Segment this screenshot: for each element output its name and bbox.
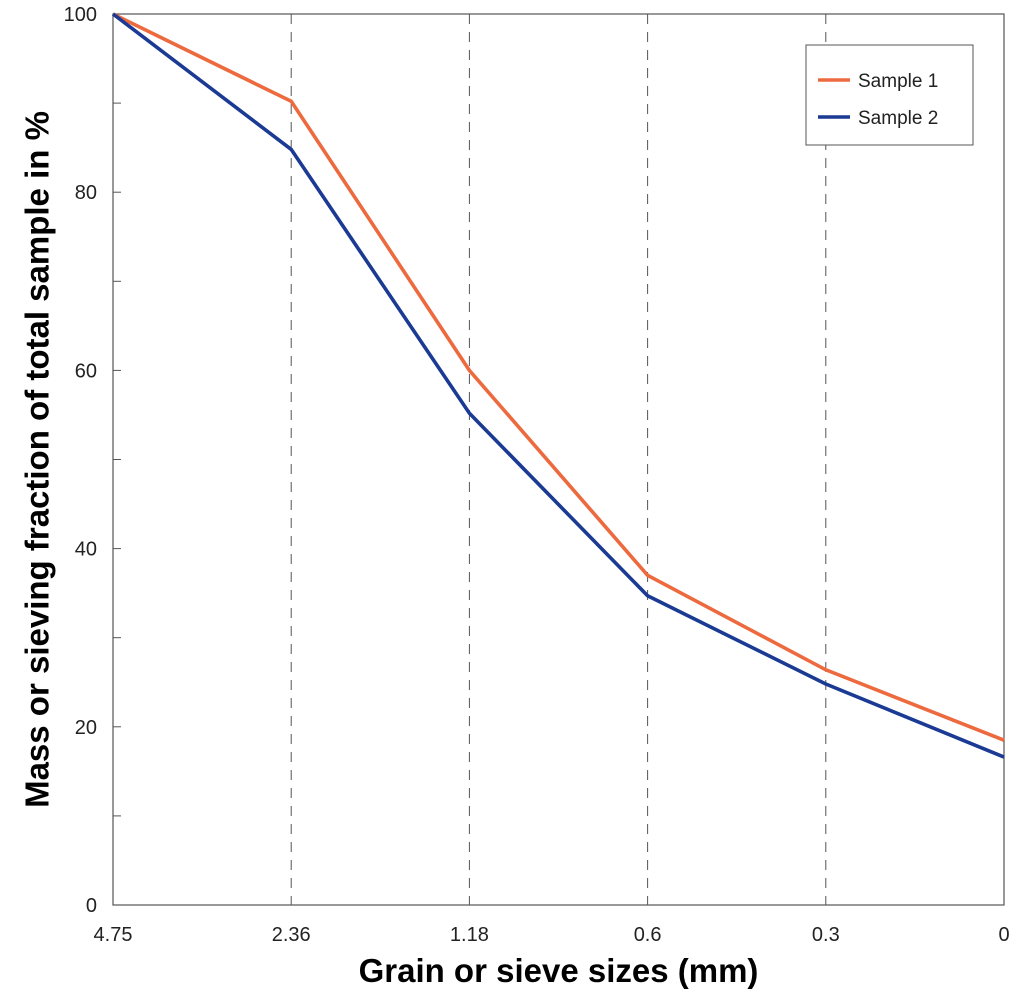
x-tick-label: 0	[998, 924, 1009, 946]
y-tick-label: 60	[75, 360, 97, 382]
y-tick-label: 80	[75, 182, 97, 204]
y-tick-label: 40	[75, 539, 97, 561]
minor-tick-layer	[113, 102, 121, 817]
plot-frame	[112, 13, 1005, 906]
series-layer	[111, 12, 1005, 759]
y-tick-label: 0	[86, 895, 97, 917]
series-line-sample-2	[111, 12, 1005, 759]
x-tick-label: 0.3	[812, 924, 840, 946]
legend-items: Sample 1 Sample 2	[818, 71, 938, 129]
legend-label-sample-2: Sample 2	[858, 108, 938, 129]
y-tick-labels: 0 20 40 60 80 100	[64, 4, 97, 917]
legend-box	[805, 44, 974, 146]
y-axis-title: Mass or sieving fraction of total sample…	[19, 111, 56, 808]
legend: Sample 1 Sample 2	[805, 44, 974, 146]
grid-layer	[290, 14, 1005, 905]
x-tick-label: 4.75	[94, 924, 133, 946]
x-tick-label: 2.36	[272, 924, 311, 946]
y-tick-label: 100	[64, 4, 97, 26]
legend-label-sample-1: Sample 1	[858, 71, 938, 92]
x-tick-label: 0.6	[634, 924, 662, 946]
x-tick-labels: 4.75 2.36 1.18 0.6 0.3 0	[94, 924, 1010, 946]
x-axis-title: Grain or sieve sizes (mm)	[359, 952, 759, 989]
x-tick-label: 1.18	[450, 924, 489, 946]
y-tick-label: 20	[75, 717, 97, 739]
series-line-sample-1	[112, 12, 1005, 742]
